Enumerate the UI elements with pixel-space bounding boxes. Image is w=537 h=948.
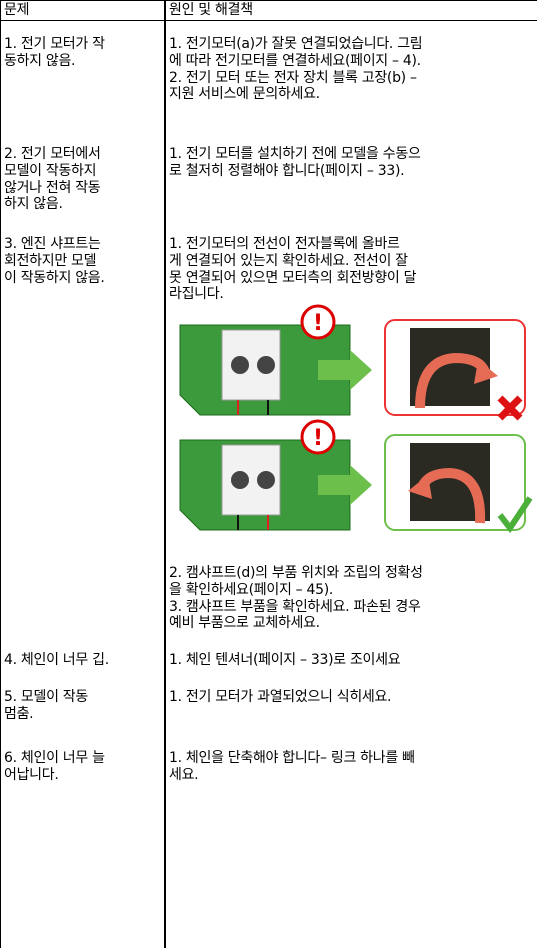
solution-text: 에 따라 전기모터를 연결하세요(페이지 – 4). [169, 52, 421, 69]
solution-text: 로 철저히 정렬해야 합니다(페이지 – 33). [169, 162, 405, 179]
problem-text: 동하지 않음. [4, 52, 76, 69]
problem-text: 어납니다. [4, 766, 59, 783]
solution-text: 게 연결되어 있는지 확인하세요. 전선이 잘 [169, 252, 408, 269]
solution-text: 3. 캠샤프트 부품을 확인하세요. 파손된 경우 [169, 598, 421, 615]
solution-text: 1. 전기모터(a)가 잘못 연결되었습니다. 그림 [169, 36, 423, 52]
solution-text: 1. 전기 모터가 과열되었으니 식히세요. [169, 689, 392, 705]
solution-text: 지원 서비스에 문의하세요. [169, 86, 320, 103]
solution-text: 2. 캠샤프트(d)의 부품 위치와 조립의 정확성 [169, 565, 423, 581]
solution-text: 라집니다. [169, 286, 224, 303]
problem-text: 모델이 작동하지 [4, 162, 97, 179]
solution-text: 1. 체인 텐셔너(페이지 – 33)로 조이세요 [169, 652, 401, 668]
solution-text: 1. 전기 모터를 설치하기 전에 모델을 수동으 [169, 146, 421, 162]
problem-text: 4. 체인이 너무 깁. [4, 652, 109, 668]
problem-text: 회전하지만 모델 [4, 252, 97, 269]
header-problem: 문제 [4, 2, 30, 18]
column-divider [164, 0, 166, 948]
solution-text: 1. 체인을 단축해야 합니다– 링크 하나를 빼 [169, 750, 415, 766]
solution-text: 못 연결되어 있으면 모터측의 회전방향이 달 [169, 269, 417, 286]
header-solution: 원인 및 해결책 [169, 2, 253, 18]
problem-text: 않거나 전혀 작동 [4, 179, 101, 196]
left-border [0, 0, 1, 948]
solution-text: 세요. [169, 766, 199, 783]
problem-text: 1. 전기 모터가 작 [4, 36, 105, 52]
problem-text: 하지 않음. [4, 196, 63, 213]
svg-text:!: ! [313, 311, 323, 336]
solution-text: 예비 부품으로 교체하세요. [169, 615, 320, 632]
wiring-wrong: ! [179, 304, 526, 421]
solution-text: 1. 전기모터의 전선이 전자블록에 올바르 [169, 236, 400, 252]
svg-text:!: ! [313, 426, 323, 451]
solution-text: 2. 전기 모터 또는 전자 장치 블록 고장(b) – [169, 69, 417, 86]
problem-text: 5. 모델이 작동 [4, 689, 88, 705]
problem-text: 2. 전기 모터에서 [4, 146, 101, 162]
problem-text: 멈춤. [4, 705, 34, 722]
wiring-correct: ! [179, 419, 533, 534]
problem-text: 이 작동하지 않음. [4, 269, 105, 286]
header-border [0, 20, 537, 21]
top-border [0, 0, 537, 1]
solution-text: 을 확인하세요(페이지 – 45). [169, 581, 334, 598]
problem-text: 3. 엔진 샤프트는 [4, 236, 101, 252]
problem-text: 6. 체인이 너무 늘 [4, 750, 105, 766]
